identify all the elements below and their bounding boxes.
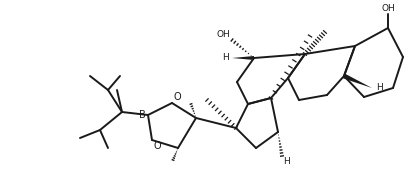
- Polygon shape: [232, 56, 254, 60]
- Text: O: O: [173, 92, 181, 102]
- Polygon shape: [343, 74, 372, 88]
- Text: OH: OH: [216, 30, 230, 39]
- Text: H: H: [283, 157, 290, 166]
- Text: B: B: [139, 110, 146, 120]
- Text: OH: OH: [381, 4, 395, 13]
- Text: H: H: [222, 53, 229, 63]
- Text: H: H: [376, 83, 383, 92]
- Text: O: O: [153, 141, 161, 151]
